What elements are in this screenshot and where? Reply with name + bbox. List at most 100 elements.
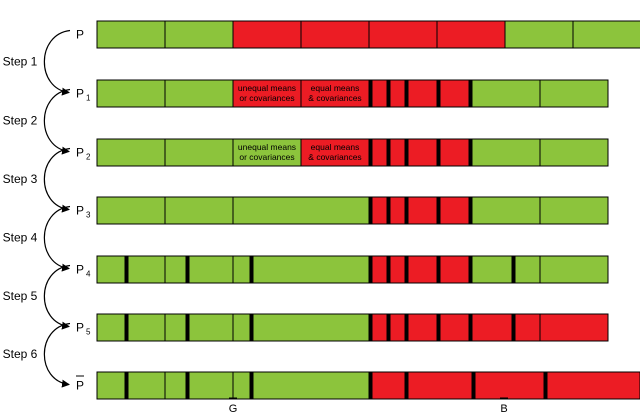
row-5-divider-11: [387, 314, 390, 341]
axis-labels: G B: [229, 397, 508, 415]
row-2-label: P: [76, 146, 84, 160]
row-6-segment-6: [232, 371, 251, 400]
row-5-divider-7: [250, 314, 253, 341]
row-3-label: P: [76, 204, 84, 218]
row-5-segment-18: [471, 313, 513, 342]
row-6-segment-8: [252, 371, 370, 400]
row-5-segment-21: [539, 313, 609, 342]
row-5-divider-1: [125, 314, 128, 341]
row-3-divider-5: [387, 197, 390, 224]
row-3-segment-2: [232, 196, 370, 225]
row-4-divider-11: [387, 256, 390, 283]
step-6-arrow: [43, 322, 71, 388]
row-3-divider-7: [405, 197, 408, 224]
row-1-segment-14: [539, 79, 609, 108]
row-6-segment-12: [407, 371, 473, 400]
row-4-segment-2: [127, 255, 166, 284]
row-4-segment-21: [539, 255, 609, 284]
row-4-segment-20: [514, 255, 541, 284]
row-4-segment-18: [471, 255, 513, 284]
row-6-segment-3: [164, 371, 187, 400]
row-4-segment-5: [188, 255, 234, 284]
row-2-segment-3-text-1: & covariances: [308, 152, 361, 162]
row-1-segment-13: [471, 79, 541, 108]
row-1-segment-0: [96, 79, 166, 108]
row-2-segment-9: [407, 138, 438, 167]
row-2-segment-7: [389, 138, 406, 167]
row-6-divider-9: [369, 372, 372, 399]
row-5-segment-14: [407, 313, 438, 342]
row-5-segment-20: [514, 313, 541, 342]
row-5-segment-0: [96, 313, 126, 342]
row-2-divider-10: [437, 139, 440, 166]
row-3-segment-10: [439, 196, 470, 225]
g-hat-label: G: [229, 403, 238, 415]
row-5-segment-6: [232, 313, 251, 342]
row-6-segment-16: [546, 371, 640, 400]
row-6-divider-4: [186, 372, 189, 399]
row-0-segment-3: [300, 20, 370, 49]
row-1-subscript: 1: [86, 94, 91, 103]
row-6-segment-14: [474, 371, 545, 400]
row-4-segment-16: [439, 255, 470, 284]
row-2-segment-5: [371, 138, 388, 167]
row-3-segment-4: [371, 196, 388, 225]
row-3-segment-13: [539, 196, 609, 225]
row-2-segment-11: [439, 138, 470, 167]
row-0-segment-2: [232, 20, 302, 49]
row-3-divider-9: [437, 197, 440, 224]
row-1-segment-3: [300, 79, 370, 108]
row-6-segment-2: [127, 371, 166, 400]
row-1-segment-2-text-0: unequal means: [238, 83, 296, 93]
row-6-divider-11: [405, 372, 408, 399]
row-3-subscript: 3: [86, 211, 91, 220]
row-5-segment-10: [371, 313, 388, 342]
row-4-segment-0: [96, 255, 126, 284]
row-4-divider-15: [437, 256, 440, 283]
row-4-divider-17: [469, 256, 472, 283]
row-6-segment-10: [371, 371, 406, 400]
b-hat-label: B: [500, 403, 507, 415]
row-4-segment-10: [371, 255, 388, 284]
row-0-segment-4: [368, 20, 438, 49]
row-5-segment-16: [439, 313, 470, 342]
row-5-divider-17: [469, 314, 472, 341]
step-3-label: Step 3: [3, 172, 38, 186]
row-0-segment-5: [436, 20, 506, 49]
row-3-segment-1: [164, 196, 234, 225]
row-5-subscript: 5: [86, 328, 91, 337]
row-5-label: P: [76, 321, 84, 335]
step-5-arrow: [43, 264, 71, 330]
row-0-segment-0: [96, 20, 166, 49]
row-4-border: [96, 255, 609, 284]
row-1-segment-2-text-1: or covariances: [239, 93, 294, 103]
row-4-divider-19: [512, 256, 515, 283]
row-4-divider-7: [250, 256, 253, 283]
row-5-segment-8: [252, 313, 370, 342]
row-5-divider-15: [437, 314, 440, 341]
row-2-segment-3-text-0: equal means: [311, 142, 360, 152]
row-4-segment-3: [164, 255, 187, 284]
row-3-segment-12: [471, 196, 541, 225]
row-1-segment-3-text-0: equal means: [311, 83, 360, 93]
row-0: P: [76, 20, 640, 49]
row-6-divider-1: [125, 372, 128, 399]
row-2-border: [96, 138, 609, 167]
row-1-divider-6: [387, 80, 390, 107]
row-1-segment-1: [164, 79, 234, 108]
row-6-divider-15: [544, 372, 547, 399]
row-2-segment-2-text-1: or covariances: [239, 152, 294, 162]
row-2-segment-1: [164, 138, 234, 167]
row-1-segment-11: [439, 79, 470, 108]
row-6-segment-5: [188, 371, 234, 400]
row-0-segment-6: [504, 20, 574, 49]
step-6-label: Step 6: [3, 347, 38, 361]
step-4-arrow: [43, 205, 71, 272]
row-5-divider-4: [186, 314, 189, 341]
row-4-label: P: [76, 263, 84, 277]
